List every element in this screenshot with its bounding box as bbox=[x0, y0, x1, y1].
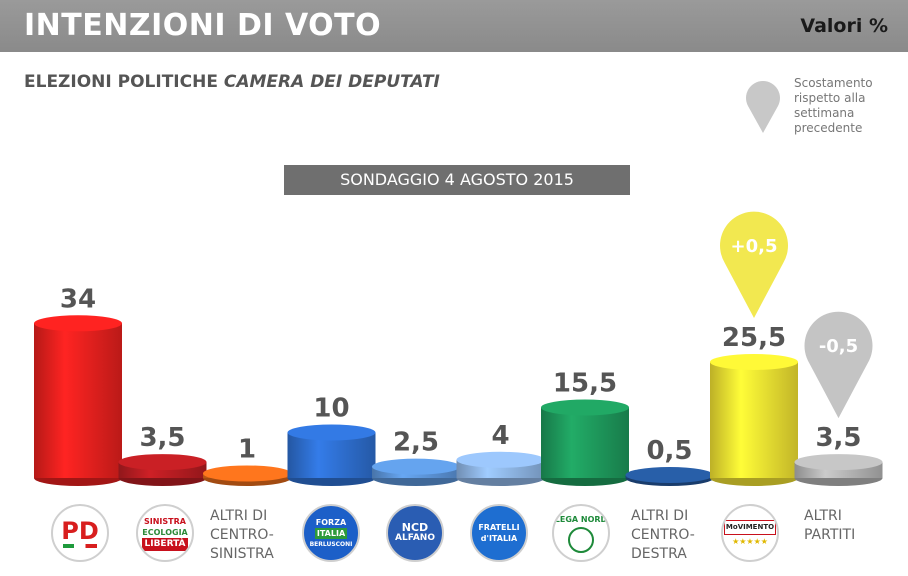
change-pin-2: -0,5 bbox=[804, 311, 873, 419]
forza-italia-logo-icon: FORZA ITALIA BERLUSCONI bbox=[302, 504, 360, 562]
bar-value-label-4: 10 bbox=[313, 394, 349, 424]
bar-1 bbox=[34, 315, 122, 486]
bar-top-8 bbox=[625, 467, 714, 483]
change-pin-shape-1 bbox=[720, 211, 788, 318]
page-title: INTENZIONI DI VOTO bbox=[24, 8, 382, 43]
altri-centro-destra-label: ALTRI DI CENTRO- DESTRA bbox=[631, 507, 695, 564]
bar-body-1 bbox=[34, 323, 122, 478]
pd-logo-icon: PD bbox=[51, 504, 109, 562]
bar-8 bbox=[625, 467, 714, 486]
pd-logo-text: PD bbox=[61, 517, 99, 545]
subtitle-emphasis: CAMERA DEI DEPUTATI bbox=[223, 72, 440, 92]
lega-logo-figure bbox=[568, 526, 594, 553]
sel-logo-line-2: ECOLOGIA bbox=[142, 527, 188, 537]
bar-5 bbox=[372, 458, 460, 486]
bar-value-label-3: 1 bbox=[238, 434, 256, 464]
change-label-2: -0,5 bbox=[819, 336, 858, 357]
bar-3 bbox=[203, 465, 291, 486]
altri-p-line-2: PARTITI bbox=[804, 527, 856, 543]
bar-value-label-6: 4 bbox=[491, 421, 509, 451]
bar-value-label-2: 3,5 bbox=[139, 423, 185, 453]
altri-cd-line-1: ALTRI DI bbox=[631, 508, 689, 524]
bar-7 bbox=[541, 399, 629, 486]
subtitle: ELEZIONI POLITICHE CAMERA DEI DEPUTATI bbox=[24, 72, 440, 92]
bar-9 bbox=[710, 353, 798, 486]
bar-10 bbox=[794, 454, 883, 486]
pd-logo-stripe bbox=[63, 544, 97, 548]
altri-cs-line-3: SINISTRA bbox=[210, 546, 274, 562]
change-pin-shape-2 bbox=[804, 311, 873, 419]
change-pin-1: +0,5 bbox=[720, 211, 788, 318]
bar-value-label-1: 34 bbox=[60, 284, 96, 314]
bar-body-9 bbox=[710, 361, 798, 478]
sel-logo-line-3: LIBERTÀ bbox=[142, 537, 188, 551]
altri-cs-line-1: ALTRI DI bbox=[210, 508, 268, 524]
fi-logo-line-3: BERLUSCONI bbox=[309, 540, 353, 548]
m5s-logo-icon: MoVIMENTO ★★★★★ bbox=[721, 504, 779, 562]
altri-centro-sinistra-label: ALTRI DI CENTRO- SINISTRA bbox=[210, 507, 274, 564]
sel-logo-icon: SINISTRA ECOLOGIA LIBERTÀ bbox=[136, 504, 194, 562]
bar-top-5 bbox=[372, 458, 460, 475]
bar-top-4 bbox=[287, 424, 376, 441]
bar-top-3 bbox=[203, 465, 291, 482]
altri-cd-line-3: DESTRA bbox=[631, 546, 687, 562]
bar-top-2 bbox=[118, 454, 207, 471]
bar-body-7 bbox=[541, 407, 629, 478]
bar-value-label-10: 3,5 bbox=[815, 423, 861, 453]
bar-4 bbox=[287, 424, 376, 486]
unit-label: Valori % bbox=[800, 15, 888, 37]
m5s-logo-text: MoVIMENTO bbox=[723, 520, 777, 535]
bar-value-label-5: 2,5 bbox=[393, 428, 439, 458]
altri-p-line-1: ALTRI bbox=[804, 508, 842, 524]
bar-value-label-8: 0,5 bbox=[646, 436, 692, 466]
fi-logo-line-1: FORZA bbox=[315, 517, 347, 527]
fdi-logo-line-2: d'ITALIA bbox=[480, 534, 518, 543]
bar-value-label-9: 25,5 bbox=[722, 323, 786, 353]
bar-top-10 bbox=[794, 454, 883, 471]
ncd-logo-line-1: NCD bbox=[401, 521, 429, 534]
bar-top-1 bbox=[34, 315, 122, 332]
bar-top-6 bbox=[456, 451, 545, 468]
change-label-1: +0,5 bbox=[731, 236, 778, 257]
fi-logo-line-2: ITALIA bbox=[314, 527, 348, 539]
altri-partiti-label: ALTRI PARTITI bbox=[804, 507, 855, 545]
bar-top-7 bbox=[541, 399, 629, 416]
legend-pin-icon bbox=[746, 81, 780, 133]
fdi-logo-line-1: FRATELLI bbox=[478, 523, 520, 532]
sel-logo-line-1: SINISTRA bbox=[144, 516, 186, 526]
lega-logo-text: LEGA NORD bbox=[554, 514, 608, 524]
bar-6 bbox=[456, 451, 545, 486]
ncd-logo-line-2: ALFANO bbox=[395, 533, 435, 543]
lega-nord-logo-icon: LEGA NORD bbox=[552, 504, 610, 562]
m5s-logo-stars: ★★★★★ bbox=[732, 537, 768, 546]
altri-cs-line-2: CENTRO- bbox=[210, 527, 274, 543]
altri-cd-line-2: CENTRO- bbox=[631, 527, 695, 543]
bar-value-label-7: 15,5 bbox=[553, 368, 617, 398]
ncd-logo-icon: NCD ALFANO bbox=[386, 504, 444, 562]
legend-note: Scostamento rispetto alla settimana prec… bbox=[794, 76, 873, 135]
subtitle-prefix: ELEZIONI POLITICHE bbox=[24, 72, 224, 92]
survey-label: SONDAGGIO 4 AGOSTO 2015 bbox=[284, 165, 630, 195]
header-bar: INTENZIONI DI VOTO Valori % bbox=[0, 0, 908, 52]
bar-2 bbox=[118, 454, 207, 486]
fratelli-italia-logo-icon: FRATELLI d'ITALIA bbox=[470, 504, 528, 562]
bar-top-9 bbox=[710, 353, 798, 370]
